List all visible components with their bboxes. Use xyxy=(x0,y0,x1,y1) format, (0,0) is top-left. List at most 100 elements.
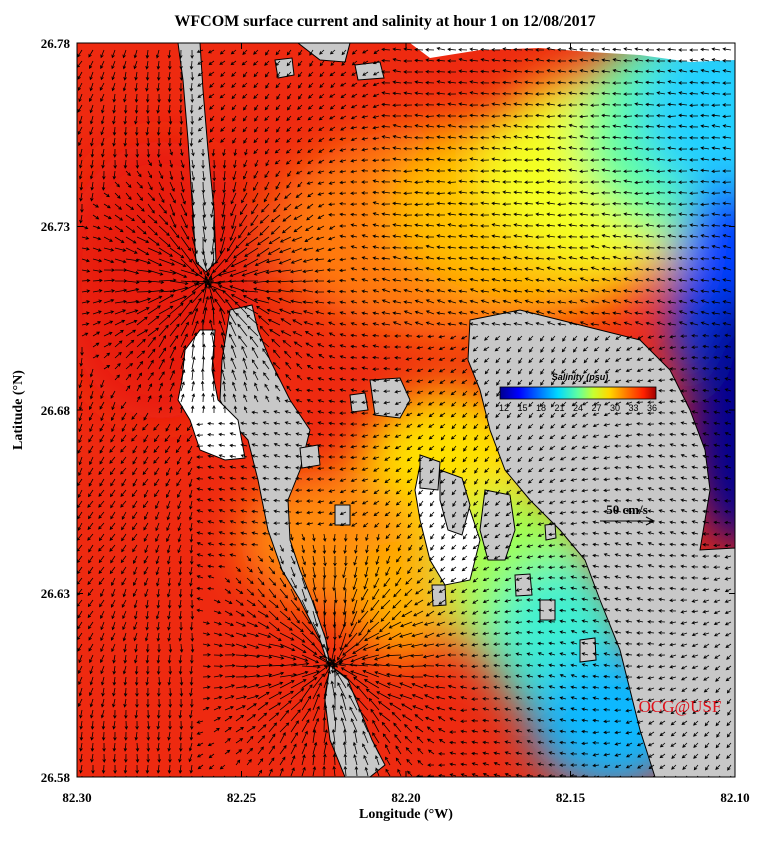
current-vector xyxy=(516,478,523,484)
current-vector xyxy=(469,91,479,95)
current-vector xyxy=(99,456,105,465)
current-vector xyxy=(251,421,259,426)
current-vector xyxy=(462,390,468,396)
current-vector xyxy=(416,412,424,417)
current-vector xyxy=(516,445,523,451)
current-vector xyxy=(484,456,490,463)
current-vector xyxy=(546,102,556,106)
current-vector xyxy=(471,335,479,340)
current-vector xyxy=(372,367,380,371)
current-vector xyxy=(381,212,391,216)
current-vector xyxy=(253,93,259,99)
current-vector xyxy=(158,294,175,304)
current-vector xyxy=(524,114,534,118)
current-vector xyxy=(284,399,292,403)
current-vector xyxy=(623,47,633,51)
current-vector xyxy=(425,212,435,217)
current-vector xyxy=(450,368,457,373)
current-vector xyxy=(592,423,600,428)
current-vector xyxy=(535,256,545,261)
current-vector xyxy=(180,333,188,348)
current-vector xyxy=(691,487,699,491)
current-vector xyxy=(689,310,699,315)
current-vector xyxy=(451,423,457,430)
current-vector xyxy=(502,235,512,239)
current-vector xyxy=(713,443,721,448)
current-vector xyxy=(645,114,655,118)
current-vector xyxy=(132,445,138,454)
current-vector xyxy=(372,115,380,119)
current-vector xyxy=(394,412,402,416)
current-vector xyxy=(89,390,94,400)
current-vector xyxy=(546,81,556,85)
current-vector xyxy=(658,378,666,383)
current-vector xyxy=(114,203,122,210)
current-vector xyxy=(458,201,468,206)
current-vector xyxy=(458,124,468,129)
current-vector xyxy=(228,333,237,348)
current-vector xyxy=(158,406,162,414)
current-vector xyxy=(414,47,424,52)
current-vector xyxy=(372,136,380,141)
current-vector xyxy=(680,367,688,372)
current-vector xyxy=(524,190,534,195)
current-vector xyxy=(403,288,413,293)
current-vector xyxy=(414,299,424,304)
current-vector xyxy=(220,331,226,348)
current-vector xyxy=(89,170,94,180)
current-vector xyxy=(557,288,567,293)
current-vector xyxy=(362,49,369,54)
current-vector xyxy=(513,289,523,293)
current-vector xyxy=(296,148,303,154)
current-vector xyxy=(614,444,621,448)
current-vector xyxy=(125,247,138,254)
current-vector xyxy=(625,379,633,383)
current-vector xyxy=(480,146,490,150)
current-vector xyxy=(81,236,90,240)
current-vector xyxy=(191,170,196,182)
current-vector xyxy=(711,146,721,150)
current-vector xyxy=(603,477,611,482)
current-vector xyxy=(265,289,281,294)
current-vector xyxy=(145,71,150,81)
current-vector xyxy=(658,357,666,361)
current-vector xyxy=(295,170,303,175)
current-vector xyxy=(403,267,413,272)
current-vector xyxy=(302,258,314,263)
colorbar-tick-label: 30 xyxy=(610,403,620,413)
current-vector xyxy=(164,434,171,442)
current-vector xyxy=(480,267,490,272)
current-vector xyxy=(89,456,94,466)
current-vector xyxy=(254,382,259,392)
current-vector xyxy=(438,368,446,373)
current-vector xyxy=(306,465,314,470)
current-vector xyxy=(711,191,721,195)
current-vector xyxy=(469,191,479,195)
current-vector xyxy=(89,423,94,433)
current-vector xyxy=(103,352,111,359)
current-vector xyxy=(339,212,347,217)
current-vector xyxy=(604,357,611,363)
current-vector xyxy=(647,411,655,415)
current-vector xyxy=(601,168,611,172)
current-vector xyxy=(524,289,534,293)
current-vector xyxy=(262,498,270,502)
current-vector xyxy=(297,60,303,67)
current-vector xyxy=(147,225,158,236)
current-vector xyxy=(81,247,90,251)
current-vector xyxy=(307,137,314,143)
current-vector xyxy=(724,465,732,469)
current-vector xyxy=(372,333,380,338)
current-vector xyxy=(636,411,644,416)
current-vector xyxy=(506,335,512,342)
current-vector xyxy=(381,58,391,63)
current-vector xyxy=(243,159,248,168)
current-vector xyxy=(436,201,446,206)
current-vector xyxy=(590,125,600,129)
current-vector xyxy=(447,70,456,74)
current-vector xyxy=(392,80,402,85)
current-vector xyxy=(251,432,259,436)
current-vector xyxy=(327,258,336,263)
current-vector xyxy=(132,456,138,465)
current-vector xyxy=(329,71,336,77)
